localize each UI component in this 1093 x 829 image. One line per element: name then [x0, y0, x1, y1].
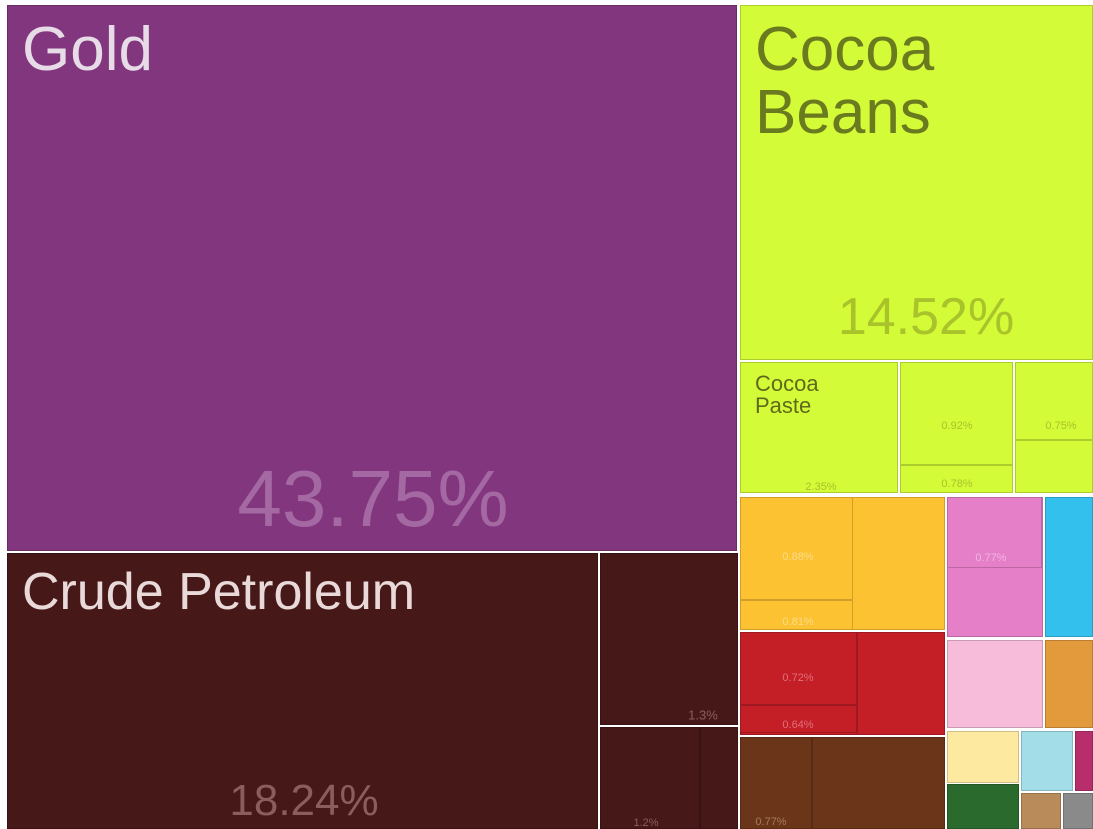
- group-area: [947, 784, 1019, 829]
- cell-value: 0.77%: [755, 816, 787, 828]
- cell-value: 18.24%: [229, 776, 379, 825]
- treemap-cell: 0.78%: [900, 465, 1013, 493]
- cell-label: Cocoa Paste: [755, 371, 819, 419]
- treemap-cell: Cocoa Beans 14.52%: [740, 5, 1093, 360]
- treemap-cell: Cocoa Paste 2.35%: [740, 362, 898, 493]
- cell-value: 2.35%: [805, 481, 837, 493]
- group-area: [1045, 497, 1093, 637]
- treemap-cell: 0.92%: [900, 362, 1013, 465]
- group-area: [1063, 793, 1093, 829]
- cell-value: 0.64%: [782, 719, 814, 731]
- treemap-cell: Gold 43.75%: [7, 5, 737, 551]
- treemap-cell: 0.77%: [740, 737, 812, 829]
- group-area: [857, 632, 945, 735]
- cell-value: 1.2%: [633, 817, 659, 829]
- cell-value: 0.72%: [782, 672, 814, 684]
- treemap-cell: 0.81%: [740, 600, 853, 630]
- group-area: [1021, 731, 1073, 791]
- cell-value: 0.92%: [941, 420, 973, 432]
- group-area: [1021, 793, 1061, 829]
- treemap-cell: 1.3%: [600, 553, 738, 725]
- cell-value: 43.75%: [237, 454, 509, 543]
- group-area: [812, 737, 945, 829]
- cell-value: 0.78%: [941, 478, 973, 490]
- cell-label: Cocoa Beans: [755, 15, 935, 148]
- treemap-cell: 1.2%: [600, 727, 700, 829]
- cell-value: 0.77%: [975, 552, 1007, 564]
- treemap-cell: Crude Petroleum 18.24%: [7, 553, 598, 829]
- group-area: [947, 731, 1019, 783]
- cell-value: 0.88%: [782, 551, 814, 563]
- treemap-cell: 0.77%: [947, 497, 1042, 568]
- cell-value: 0.75%: [1045, 420, 1077, 432]
- group-area: [1075, 731, 1093, 791]
- cell-value: 0.81%: [782, 616, 814, 628]
- cell-label: Crude Petroleum: [22, 563, 416, 621]
- treemap-cell: 0.75%: [1015, 362, 1093, 440]
- treemap-cell: 0.64%: [740, 705, 857, 733]
- cell-value: 14.52%: [837, 288, 1015, 346]
- cell-value: 1.3%: [688, 707, 718, 723]
- group-area: [700, 727, 738, 829]
- group-area: [1045, 640, 1093, 728]
- group-area: [947, 640, 1043, 728]
- treemap-cell: 0.88%: [740, 497, 853, 600]
- group-area: [1015, 440, 1093, 493]
- cell-label: Gold: [22, 15, 153, 84]
- treemap-cell: 0.72%: [740, 632, 857, 705]
